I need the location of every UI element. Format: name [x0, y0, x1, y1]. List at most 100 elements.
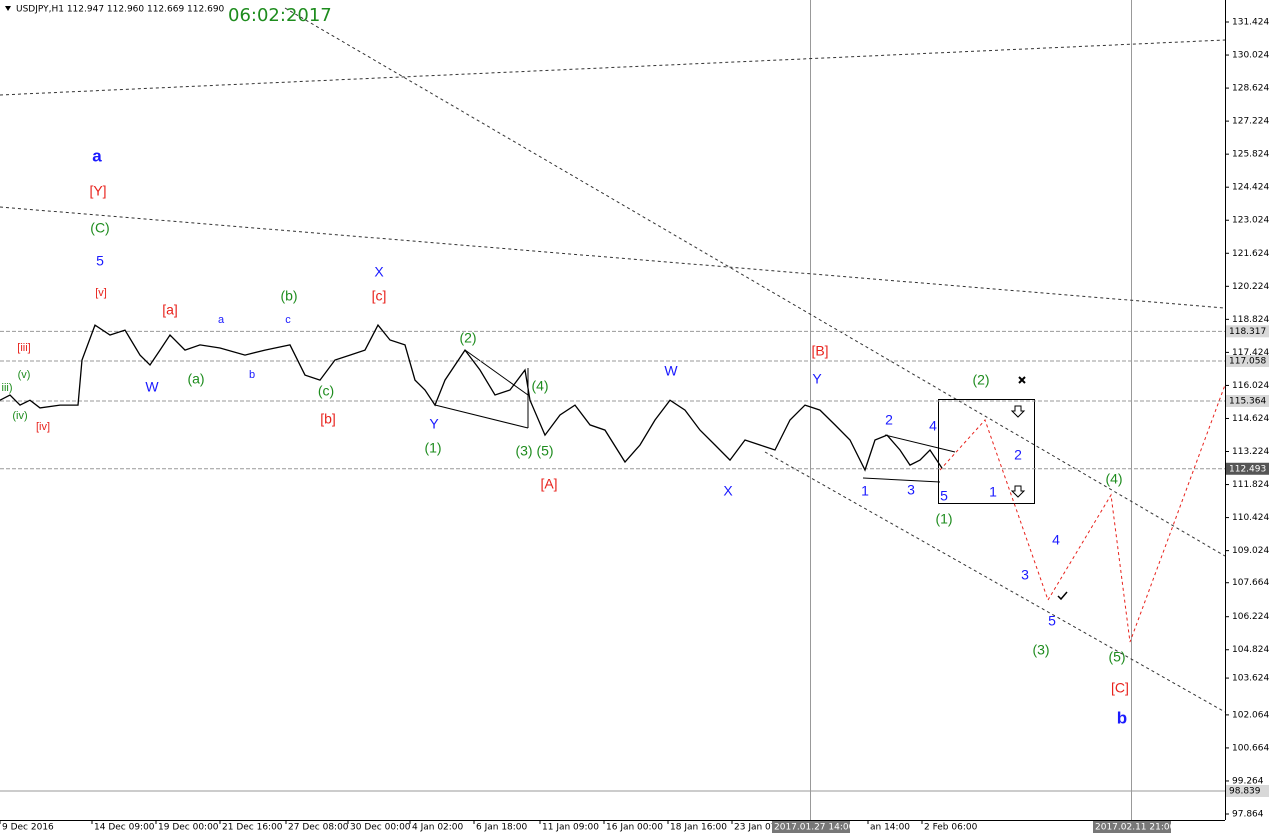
x-tick-label: 9 Dec 2016: [2, 823, 54, 833]
y-tick-label: 121.624: [1232, 249, 1269, 259]
y-tick-label: 107.664: [1232, 578, 1269, 588]
x-label-box: [1093, 821, 1171, 833]
wave-label: [C]: [1111, 680, 1129, 696]
x-tick-label: an 14:00: [870, 823, 910, 833]
triangle-line: [884, 434, 956, 453]
wave-label: b: [1117, 708, 1127, 727]
wave-label: (C): [90, 220, 109, 236]
wave-label: [a]: [162, 302, 178, 318]
price-line: [0, 323, 943, 472]
x-tick-label: 16 Jan 00:00: [606, 823, 663, 833]
wave-label: (c): [318, 383, 334, 399]
wave-label: 5: [1048, 613, 1056, 629]
wave-label: b: [249, 369, 255, 381]
y-tick-label: 100.664: [1232, 743, 1269, 753]
y-tick-label: 106.224: [1232, 612, 1269, 622]
trend-lines: [0, 7, 1226, 713]
wave-label: (4): [1105, 471, 1122, 487]
y-tick-label: 114.624: [1232, 414, 1269, 424]
level-label-box: [1226, 395, 1269, 408]
y-tick-label: 130.024: [1232, 51, 1269, 61]
wave-label: X: [374, 264, 384, 280]
y-tick-label: 125.824: [1232, 150, 1269, 160]
trend-line: [284, 7, 1226, 557]
check-icon: [1057, 591, 1068, 601]
wave-label: (3): [515, 443, 532, 459]
wave-label: (1): [935, 511, 952, 527]
wave-label: 3: [907, 482, 915, 498]
x-tick-label: 27 Dec 08:00: [288, 823, 349, 833]
x-label-box: [772, 821, 850, 833]
trend-line: [0, 39, 1226, 96]
wave-label: W: [664, 363, 678, 379]
wave-label: 2: [885, 412, 893, 428]
wave-label: Y: [429, 416, 439, 432]
x-tick-label: 2017.02.11 21:00: [1095, 823, 1176, 833]
level-label-box: [1226, 462, 1269, 475]
level-label: 118.317: [1229, 327, 1266, 337]
wave-label: [b]: [320, 411, 336, 427]
wave-label: 3: [1021, 567, 1029, 583]
x-tick-label: 30 Dec 00:00: [350, 823, 411, 833]
wave-label: [Y]: [89, 183, 106, 199]
x-tick-label: 6 Jan 18:00: [476, 823, 528, 833]
wave-label: (a): [187, 371, 204, 387]
wave-label: [iii]: [17, 342, 30, 354]
wave-label: (iv): [12, 410, 27, 422]
x-tick-label: 18 Jan 16:00: [670, 823, 727, 833]
wave-label: 4: [1052, 532, 1060, 548]
wave-label: (1): [424, 440, 441, 456]
wave-label: 5: [96, 253, 104, 269]
cross-icon: [1018, 376, 1026, 384]
wave-label: (3): [1032, 642, 1049, 658]
wave-label: (b): [280, 288, 297, 304]
level-label-box: [1226, 355, 1269, 368]
wave-label: [B]: [811, 343, 828, 359]
level-label: 98.839: [1229, 786, 1261, 796]
wave-label: 1: [861, 483, 869, 499]
wave-label: 1: [989, 484, 997, 500]
y-tick-label: 102.064: [1232, 710, 1269, 720]
y-tick-label: 103.624: [1232, 674, 1269, 684]
wave-label: (2): [459, 330, 476, 346]
x-tick-label: 14 Dec 09:00: [94, 823, 155, 833]
wave-label: a: [218, 314, 225, 326]
wave-label: (5): [536, 443, 553, 459]
trend-line: [0, 206, 1226, 309]
wave-label: (2): [972, 372, 989, 388]
y-tick-label: 120.224: [1232, 282, 1269, 292]
wave-label: a: [92, 146, 102, 165]
x-tick-label: 19 Dec 00:00: [158, 823, 219, 833]
y-tick-label: 118.824: [1232, 315, 1269, 325]
forecast-path: [939, 384, 1226, 643]
y-tick-label: 124.424: [1232, 183, 1269, 193]
wave-label: iii): [2, 382, 13, 394]
wave-label: c: [285, 314, 291, 326]
y-tick-label: 128.624: [1232, 84, 1269, 94]
wave-label: [c]: [372, 288, 387, 304]
chart-title: USDJPY,H1 112.947 112.960 112.669 112.69…: [16, 5, 225, 15]
wave-label: (v): [18, 369, 31, 381]
level-label: 115.364: [1229, 397, 1266, 407]
y-tick-label: 116.024: [1232, 381, 1269, 391]
y-tick-label: 117.424: [1232, 348, 1269, 358]
wave-label: [A]: [540, 476, 557, 492]
level-label-box: [1226, 325, 1269, 338]
trend-line: [764, 451, 1226, 713]
x-tick-label: 4 Jan 02:00: [412, 823, 464, 833]
wave-label: 4: [929, 418, 937, 434]
y-tick-label: 99.264: [1232, 776, 1264, 786]
wave-label: Y: [812, 371, 822, 387]
menu-triangle: [5, 6, 11, 11]
wave-label: W: [145, 379, 159, 395]
y-tick-label: 104.824: [1232, 645, 1269, 655]
arrow-icon: [1010, 485, 1026, 498]
x-tick-label: 2 Feb 06:00: [924, 823, 978, 833]
level-label: 117.058: [1229, 357, 1266, 367]
y-tick-label: 97.864: [1232, 810, 1264, 820]
wave-label: 2: [1014, 447, 1022, 463]
wave-label: (4): [531, 378, 548, 394]
